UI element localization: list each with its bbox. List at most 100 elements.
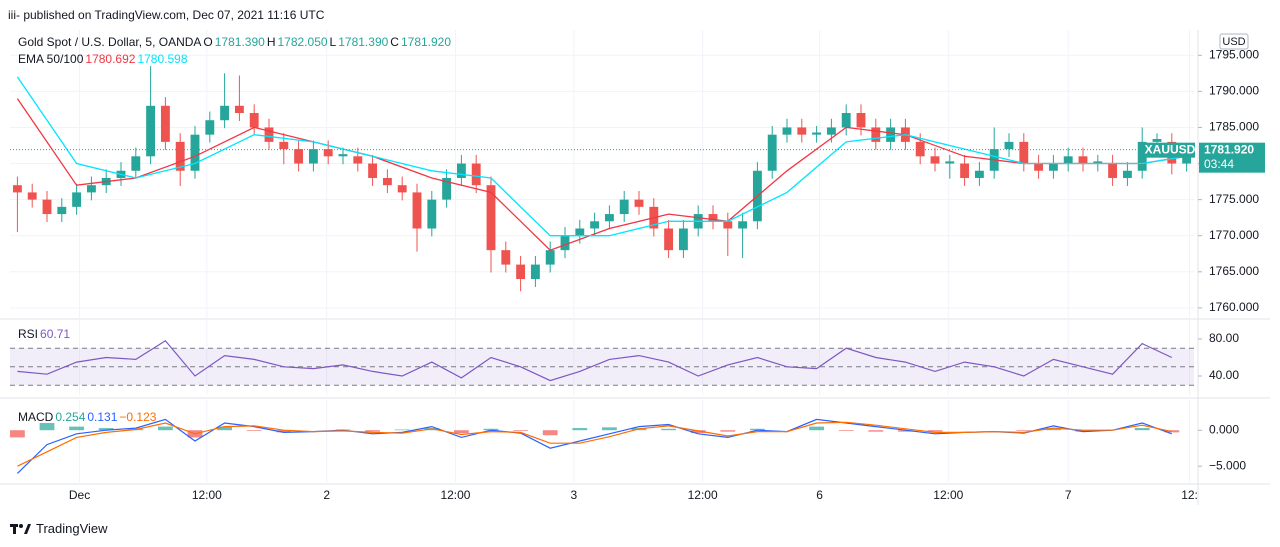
indicator-name: EMA 50/100 bbox=[18, 52, 84, 66]
candle-body bbox=[368, 163, 378, 178]
candle-body bbox=[841, 113, 851, 128]
candle-body bbox=[353, 156, 363, 164]
candle-body bbox=[1093, 161, 1103, 164]
histogram-bar bbox=[898, 430, 913, 432]
candle-body bbox=[1108, 163, 1118, 178]
y-tick-label: 1790.000 bbox=[1209, 84, 1259, 98]
y-tick-label: 1785.000 bbox=[1209, 120, 1259, 134]
ohlc-name: O bbox=[203, 35, 213, 49]
x-tick-label: 7 bbox=[1065, 488, 1072, 502]
indicator-value: 0.131 bbox=[87, 410, 118, 424]
candle-body bbox=[131, 156, 141, 171]
ohlc-value: 1782.050 bbox=[277, 35, 328, 49]
histogram-bar bbox=[927, 430, 943, 432]
candle-body bbox=[501, 250, 511, 265]
histogram-bar bbox=[365, 430, 380, 432]
logo-text: TradingView bbox=[36, 521, 108, 536]
line bbox=[17, 421, 1172, 467]
line bbox=[16, 98, 1187, 251]
indicator-value: 1780.692 bbox=[85, 52, 136, 66]
candle-body bbox=[767, 134, 777, 171]
indicator-name: RSI bbox=[18, 327, 39, 341]
histogram-bar bbox=[483, 428, 499, 431]
x-tick-label: 12:00 bbox=[933, 488, 963, 502]
candle-body bbox=[545, 250, 555, 265]
candle-body bbox=[708, 214, 718, 222]
y-tick-label: 1795.000 bbox=[1209, 47, 1259, 61]
candle-body bbox=[871, 127, 881, 142]
candle-body bbox=[264, 127, 274, 142]
price-label: 1781.920 bbox=[1204, 142, 1254, 156]
ema-legend: EMA 50/100 1780.692 1780.598 bbox=[18, 52, 190, 66]
histogram-bar bbox=[39, 423, 55, 431]
histogram-bar bbox=[1134, 428, 1150, 431]
histogram-bar bbox=[1016, 430, 1032, 431]
histogram-bar bbox=[1075, 430, 1091, 432]
histogram-bar bbox=[158, 426, 173, 431]
indicator-value: −0.123 bbox=[119, 410, 157, 424]
candle-body bbox=[945, 161, 955, 164]
candle-body bbox=[797, 127, 807, 135]
histogram-bar bbox=[1046, 428, 1061, 431]
x-tick-label: 3 bbox=[571, 488, 578, 502]
candle-body bbox=[86, 185, 96, 193]
indicator-value: 1780.598 bbox=[137, 52, 188, 66]
x-tick-label: 12: bbox=[1181, 488, 1198, 502]
candle-body bbox=[279, 141, 289, 150]
y-tick-label: 1760.000 bbox=[1209, 300, 1259, 314]
candle-body bbox=[442, 177, 452, 200]
candle-body bbox=[338, 154, 348, 157]
candle-body bbox=[308, 149, 318, 164]
candle-body bbox=[634, 199, 644, 207]
price-badge bbox=[1199, 142, 1265, 173]
ohlc-value: 1781.390 bbox=[338, 35, 389, 49]
logo-icon bbox=[10, 523, 31, 534]
y-tick-label: −5.000 bbox=[1209, 458, 1246, 472]
ohlc-value: 1781.920 bbox=[400, 35, 452, 49]
y-tick-label: 1765.000 bbox=[1209, 264, 1259, 278]
rsi-legend: RSI 60.71 bbox=[18, 327, 72, 341]
candle-body bbox=[146, 105, 156, 157]
currency-box bbox=[1219, 33, 1249, 50]
histogram-bar bbox=[69, 426, 84, 431]
macd-legend: MACD 0.254 0.131 −0.123 bbox=[18, 410, 158, 424]
candle-body bbox=[960, 163, 970, 178]
histogram-bar bbox=[454, 430, 469, 434]
ohlc-name: C bbox=[390, 35, 399, 49]
candle-body bbox=[249, 113, 259, 128]
candle-body bbox=[294, 149, 304, 164]
candle-body bbox=[42, 199, 52, 215]
y-tick-label: 40.00 bbox=[1209, 368, 1239, 382]
candle-body bbox=[323, 149, 333, 157]
candle-body bbox=[738, 221, 748, 229]
candle-body bbox=[619, 199, 629, 215]
candle-body bbox=[12, 185, 22, 193]
histogram-bar bbox=[838, 430, 854, 431]
candle-body bbox=[27, 192, 37, 200]
candle-body bbox=[826, 127, 836, 135]
candle-body bbox=[382, 177, 392, 186]
histogram-bar bbox=[750, 428, 765, 431]
candle-body bbox=[812, 132, 822, 135]
candle-body bbox=[678, 228, 688, 251]
candle-body bbox=[974, 170, 984, 178]
candle-body bbox=[856, 113, 866, 128]
line bbox=[16, 76, 1187, 237]
histogram-bar bbox=[10, 430, 25, 438]
histogram-bar bbox=[809, 426, 824, 431]
x-tick-label: 12:00 bbox=[688, 488, 718, 502]
histogram-bar bbox=[868, 430, 884, 432]
currency-label: USD bbox=[1222, 36, 1245, 48]
ohlc-name: L bbox=[329, 35, 337, 49]
candle-body bbox=[412, 192, 422, 229]
histogram-bar bbox=[661, 428, 676, 431]
price-legend: Gold Spot / U.S. Dollar, 5, OANDA O 1781.3… bbox=[18, 35, 453, 49]
candle-body bbox=[664, 228, 674, 251]
candle-body bbox=[57, 206, 67, 215]
candle-body bbox=[1034, 163, 1044, 171]
y-tick-label: 0.000 bbox=[1209, 422, 1239, 436]
candle-body bbox=[782, 127, 792, 135]
candle-body bbox=[471, 163, 481, 186]
